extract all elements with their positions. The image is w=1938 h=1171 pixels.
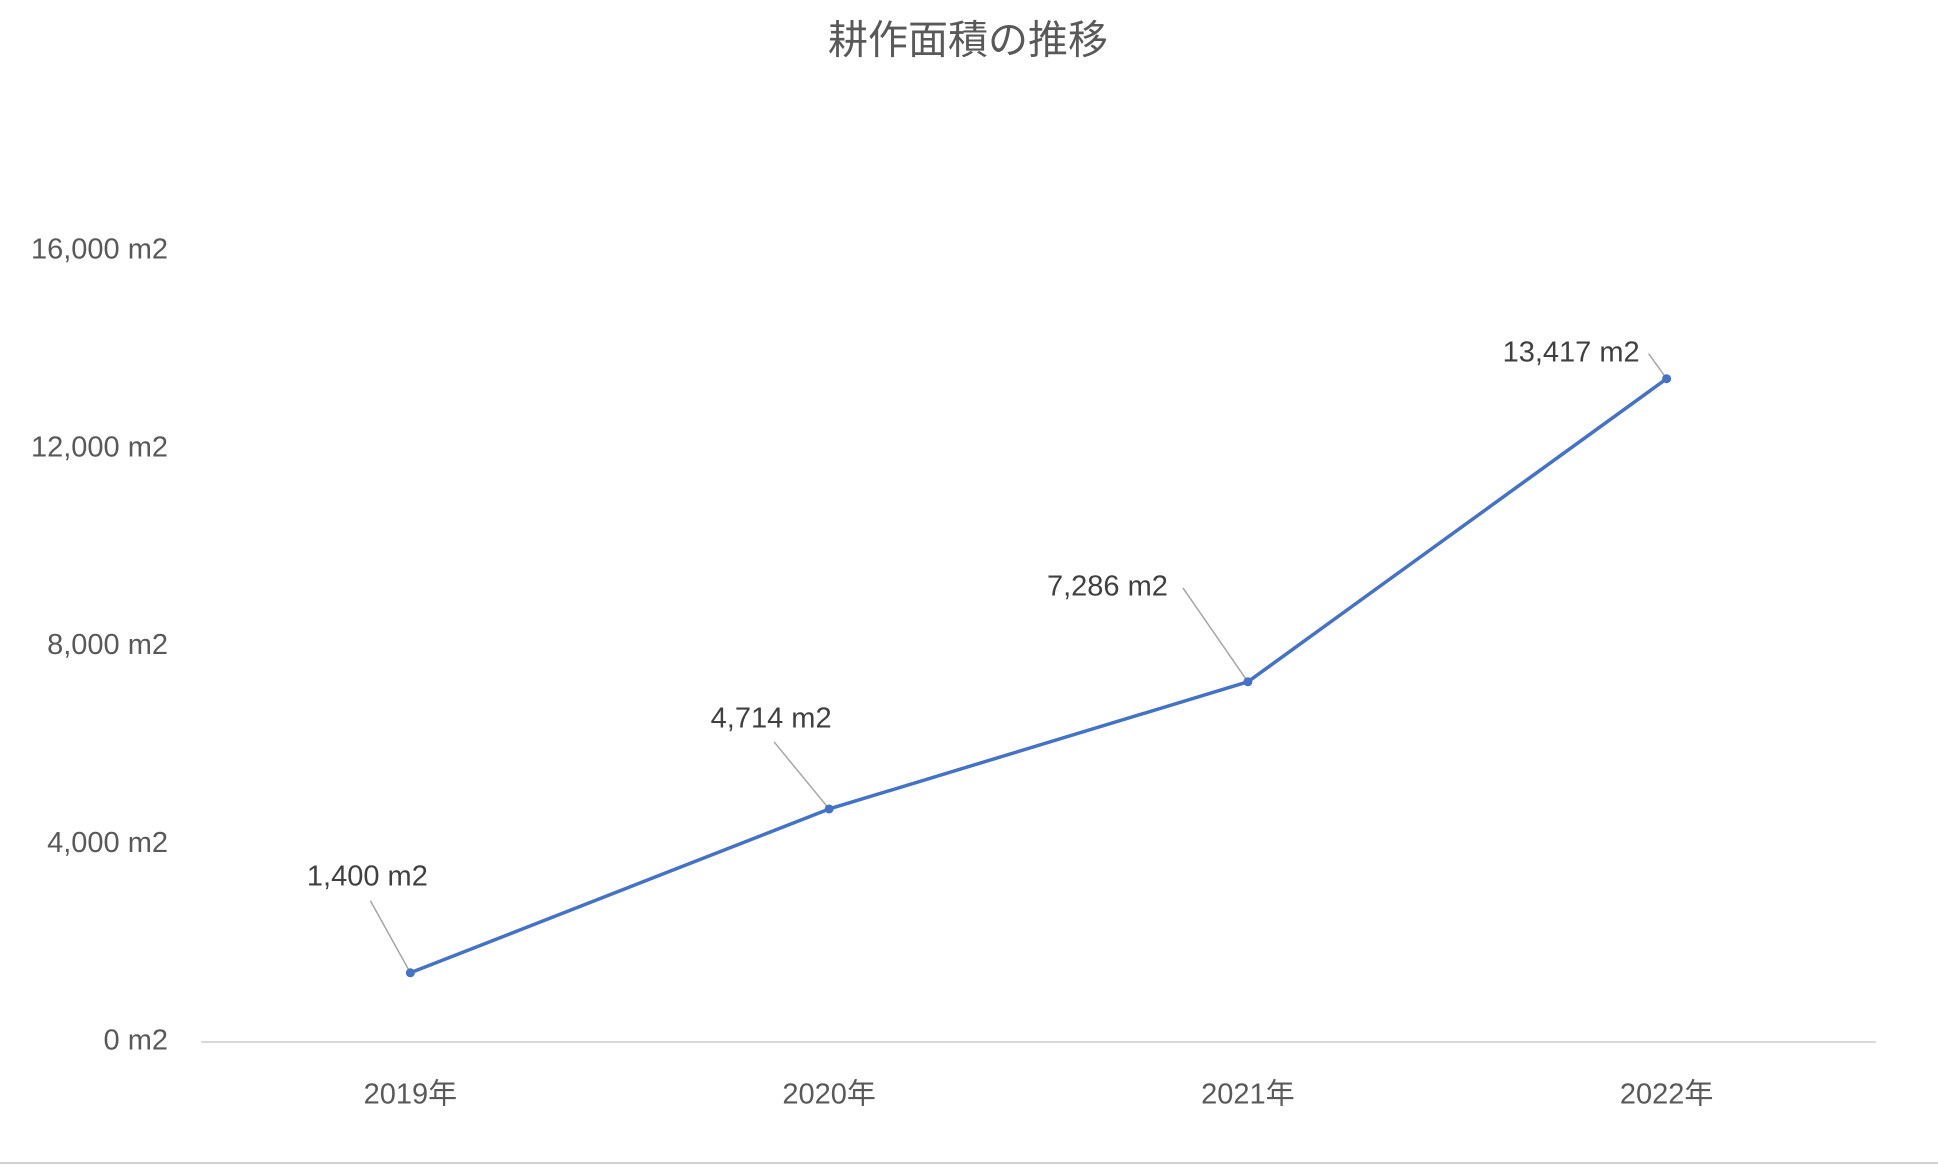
y-tick-label: 12,000 m2 — [31, 431, 168, 463]
marker — [1662, 374, 1672, 384]
x-tick-label: 2019年 — [364, 1078, 458, 1111]
y-tick-label: 0 m2 — [104, 1025, 168, 1057]
line — [409, 377, 1668, 975]
x-tick-label: 2020年 — [782, 1078, 876, 1111]
marker — [824, 804, 834, 814]
leader-line — [773, 741, 830, 810]
y-tick-label: 16,000 m2 — [31, 234, 168, 266]
marker — [405, 968, 415, 978]
data-label: 7,286 m2 — [1047, 570, 1168, 602]
data-label: 13,417 m2 — [1503, 336, 1640, 368]
y-tick-label: 4,000 m2 — [47, 827, 168, 859]
marker — [1243, 677, 1253, 687]
data-label: 1,400 m2 — [307, 860, 428, 892]
leader-line — [1648, 353, 1668, 380]
data-label: 4,714 m2 — [711, 703, 832, 735]
x-tick-label: 2021年 — [1201, 1078, 1295, 1111]
leader-line — [369, 900, 412, 974]
x-tick-label: 2022年 — [1620, 1078, 1714, 1111]
y-tick-label: 8,000 m2 — [47, 629, 168, 661]
chart-title: 耕作面積の推移 — [828, 19, 1108, 63]
leader-line — [1182, 587, 1249, 683]
